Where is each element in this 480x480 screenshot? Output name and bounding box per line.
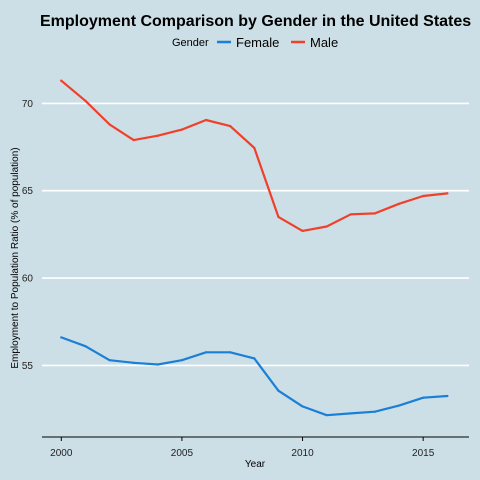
data-point-male-2004 — [156, 134, 159, 137]
y-tick-label-65: 65 — [22, 186, 34, 197]
series — [60, 79, 449, 417]
legend: Gender Female Male — [172, 35, 338, 50]
series-line-female — [60, 336, 449, 417]
y-tick-label-60: 60 — [22, 274, 34, 285]
data-point-male-2014 — [397, 202, 401, 205]
axes: 55 60 65 70 2000 2005 2010 2015 — [22, 99, 469, 459]
data-point-male-2006 — [204, 118, 208, 122]
data-point-female-2005 — [180, 359, 184, 362]
x-axis-label: Year — [245, 459, 266, 470]
data-point-male-2008 — [253, 146, 256, 150]
data-point-male-2015 — [422, 194, 425, 198]
data-point-female-2003 — [132, 361, 135, 364]
data-point-male-2002 — [108, 123, 111, 126]
x-tick-label-2005: 2005 — [171, 448, 194, 459]
y-axis-label: Employment to Population Ratio (% of pop… — [10, 147, 21, 368]
data-point-female-2013 — [373, 410, 377, 413]
data-point-male-2009 — [277, 215, 280, 219]
data-point-female-2010 — [301, 405, 304, 408]
data-point-male-2016 — [446, 192, 449, 195]
data-point-female-2006 — [204, 351, 208, 354]
data-point-male-2001 — [84, 99, 87, 102]
y-tick-label-55: 55 — [22, 361, 34, 372]
legend-title: Gender — [172, 37, 209, 49]
x-tick-label-2010: 2010 — [291, 448, 314, 459]
data-point-female-2001 — [84, 345, 87, 348]
y-tick-label-70: 70 — [22, 99, 34, 110]
data-point-female-2009 — [277, 389, 280, 392]
data-point-female-2011 — [325, 414, 328, 417]
data-point-male-2000 — [60, 79, 63, 82]
data-point-male-2007 — [229, 125, 232, 128]
data-point-female-2004 — [156, 363, 159, 366]
x-tick-label-2015: 2015 — [412, 448, 435, 459]
data-point-male-2005 — [180, 128, 184, 131]
legend-label-female: Female — [236, 35, 279, 50]
data-point-male-2012 — [349, 213, 352, 216]
data-point-female-2008 — [253, 357, 256, 360]
data-point-male-2013 — [373, 212, 377, 215]
legend-label-male: Male — [310, 35, 338, 50]
data-point-female-2002 — [108, 359, 111, 362]
data-point-female-2014 — [397, 404, 401, 407]
x-tick-label-2000: 2000 — [50, 448, 73, 459]
data-point-male-2011 — [325, 225, 328, 228]
grid — [42, 102, 469, 367]
chart-title: Employment Comparison by Gender in the U… — [40, 13, 471, 30]
data-point-male-2010 — [301, 229, 304, 233]
data-point-male-2003 — [132, 138, 135, 142]
data-point-female-2015 — [422, 396, 425, 399]
data-point-female-2016 — [446, 394, 449, 398]
data-point-female-2012 — [349, 412, 352, 415]
data-point-female-2000 — [60, 336, 63, 339]
data-point-female-2007 — [229, 351, 232, 354]
